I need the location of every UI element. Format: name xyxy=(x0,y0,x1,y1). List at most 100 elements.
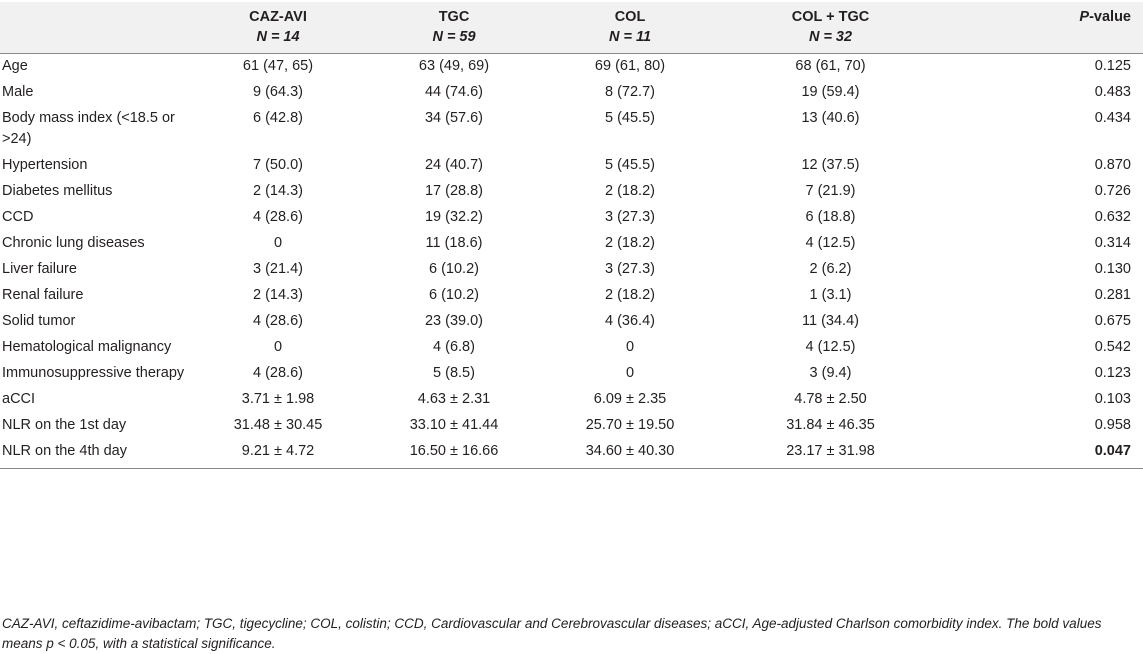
table-cell: 9.21 ± 4.72 xyxy=(190,439,366,469)
row-label: Immunosuppressive therapy xyxy=(2,365,185,381)
p-value-cell: 0.314 xyxy=(1094,235,1131,251)
p-value-cell: 0.103 xyxy=(1094,391,1131,407)
table-cell: 3 (9.4) xyxy=(809,365,852,381)
table-cell: 69 (61, 80) xyxy=(594,58,666,74)
table-row: Immunosuppressive therapy 4 (28.6) 5 (8.5)… xyxy=(0,361,1143,387)
header-title: COL xyxy=(614,9,646,25)
table-row: aCCI 3.71 ± 1.98 4.63 ± 2.31 6.09 ± 2.35 4.7… xyxy=(0,387,1143,413)
table-cell: 0 xyxy=(625,365,635,381)
table-cell: 4 (28.6) xyxy=(253,365,303,381)
row-label: Diabetes mellitus xyxy=(2,183,113,199)
p-value-cell: 0.281 xyxy=(1094,287,1131,303)
header-caz-avi: CAZ-AVI N = 14 xyxy=(190,2,366,54)
table-cell: 19 (32.2) xyxy=(424,209,484,225)
row-label: aCCI xyxy=(2,391,36,407)
table-row: Male 9 (64.3) 44 (74.6) 8 (72.7) 19 (59.4) 0.… xyxy=(0,80,1143,106)
table-cell: 5 (45.5) xyxy=(605,157,655,173)
table-footnote: CAZ-AVI, ceftazidime-avibactam; TGC, tig… xyxy=(2,616,1102,651)
table-cell: 24 (40.7) xyxy=(424,157,484,173)
table-cell: 7 (50.0) xyxy=(253,157,303,173)
header-title: TGC xyxy=(438,9,470,25)
row-label: Male xyxy=(2,84,34,100)
table-row: Age 61 (47, 65) 63 (49, 69) 69 (61, 80) 68 (… xyxy=(0,54,1143,81)
p-value-cell: 0.125 xyxy=(1094,58,1131,74)
p-value-cell: 0.130 xyxy=(1094,261,1131,277)
table-cell: 6 (10.2) xyxy=(429,287,479,303)
header-p-value: P-value xyxy=(943,2,1143,54)
table-cell: 2 (18.2) xyxy=(605,235,655,251)
header-title: COL + TGC xyxy=(791,9,870,25)
header-n: N = 14 xyxy=(256,29,300,45)
table-cell: 16.50 ± 16.66 xyxy=(366,439,542,469)
table-cell: 2 (18.2) xyxy=(605,287,655,303)
row-label: Body mass index (<18.5 or >24) xyxy=(2,110,175,147)
table-cell: 11 (34.4) xyxy=(802,313,859,329)
p-value-cell: 0.434 xyxy=(1094,110,1131,126)
p-value-cell: 0.726 xyxy=(1094,183,1131,199)
row-label: Hematological malignancy xyxy=(2,339,172,355)
p-value-cell: 0.542 xyxy=(1094,339,1131,355)
header-col: COL N = 11 xyxy=(542,2,718,54)
row-label: Chronic lung diseases xyxy=(2,235,145,251)
table-row: Hypertension 7 (50.0) 24 (40.7) 5 (45.5) 12 … xyxy=(0,153,1143,179)
table-cell: 34 (57.6) xyxy=(424,110,484,126)
table-row: CCD 4 (28.6) 19 (32.2) 3 (27.3) 6 (18.8) 0.63… xyxy=(0,205,1143,231)
header-tgc: TGC N = 59 xyxy=(366,2,542,54)
row-label: NLR on the 4th day xyxy=(0,439,190,469)
table-cell: 2 (6.2) xyxy=(809,261,852,277)
header-n: N = 59 xyxy=(432,29,476,45)
table-body: Age 61 (47, 65) 63 (49, 69) 69 (61, 80) 68 (… xyxy=(0,54,1143,469)
p-value-cell: 0.870 xyxy=(1094,157,1131,173)
table-cell: 34.60 ± 40.30 xyxy=(542,439,718,469)
table-cell: 13 (40.6) xyxy=(801,110,860,126)
p-value-cell: 0.047 xyxy=(943,439,1143,469)
table-cell: 23.17 ± 31.98 xyxy=(718,439,943,469)
row-label: Hypertension xyxy=(2,157,88,173)
table-cell: 4 (28.6) xyxy=(253,313,303,329)
table-header: CAZ-AVI N = 14 TGC N = 59 COL N = 11 COL… xyxy=(0,2,1143,54)
table-cell: 12 (37.5) xyxy=(801,157,860,173)
header-p-italic: P xyxy=(1079,9,1090,25)
table-cell: 44 (74.6) xyxy=(424,84,484,100)
table-cell: 63 (49, 69) xyxy=(418,58,490,74)
table-cell: 4 (12.5) xyxy=(805,235,856,251)
table-cell: 31.84 ± 46.35 xyxy=(786,417,875,433)
table-row: Liver failure 3 (21.4) 6 (10.2) 3 (27.3) 2 (… xyxy=(0,257,1143,283)
row-label: Age xyxy=(2,58,28,74)
row-label: NLR on the 1st day xyxy=(2,417,127,433)
header-col-tgc: COL + TGC N = 32 xyxy=(718,2,943,54)
p-value-cell: 0.675 xyxy=(1094,313,1131,329)
row-label: CCD xyxy=(2,209,34,225)
row-label: Solid tumor xyxy=(2,313,76,329)
row-label: Renal failure xyxy=(2,287,84,303)
table-row: NLR on the 1st day 31.48 ± 30.45 33.10 ± 4… xyxy=(0,413,1143,439)
table-cell: 0 xyxy=(273,339,283,355)
table-cell: 8 (72.7) xyxy=(605,84,655,100)
p-value-cell: 0.958 xyxy=(1094,417,1131,433)
table-cell: 23 (39.0) xyxy=(424,313,484,329)
table-cell: 4.63 ± 2.31 xyxy=(417,391,491,407)
table-cell: 4 (36.4) xyxy=(605,313,655,329)
table-cell: 5 (8.5) xyxy=(433,365,475,381)
header-row: CAZ-AVI N = 14 TGC N = 59 COL N = 11 COL… xyxy=(0,2,1143,54)
table-cell: 17 (28.8) xyxy=(424,183,484,199)
table-cell: 33.10 ± 41.44 xyxy=(409,417,499,433)
table-row: Renal failure 2 (14.3) 6 (10.2) 2 (18.2) 1 (… xyxy=(0,283,1143,309)
table-cell: 6 (18.8) xyxy=(805,209,856,225)
table-cell: 4 (6.8) xyxy=(433,339,475,355)
table-cell: 3 (27.3) xyxy=(605,261,655,277)
table-row: Chronic lung diseases 0 11 (18.6) 2 (18.2) 4… xyxy=(0,231,1143,257)
header-n: N = 11 xyxy=(608,29,652,45)
table-cell: 5 (45.5) xyxy=(605,110,655,126)
table-cell: 3 (21.4) xyxy=(253,261,303,277)
table-cell: 7 (21.9) xyxy=(805,183,856,199)
table-cell: 2 (18.2) xyxy=(605,183,655,199)
table-cell: 6 (10.2) xyxy=(429,261,479,277)
header-p-rest: -value xyxy=(1089,9,1131,25)
table-cell: 3.71 ± 1.98 xyxy=(241,391,315,407)
table-cell: 6.09 ± 2.35 xyxy=(593,391,667,407)
row-label: Liver failure xyxy=(2,261,77,277)
table-cell: 9 (64.3) xyxy=(253,84,303,100)
table-cell: 4.78 ± 2.50 xyxy=(794,391,867,407)
